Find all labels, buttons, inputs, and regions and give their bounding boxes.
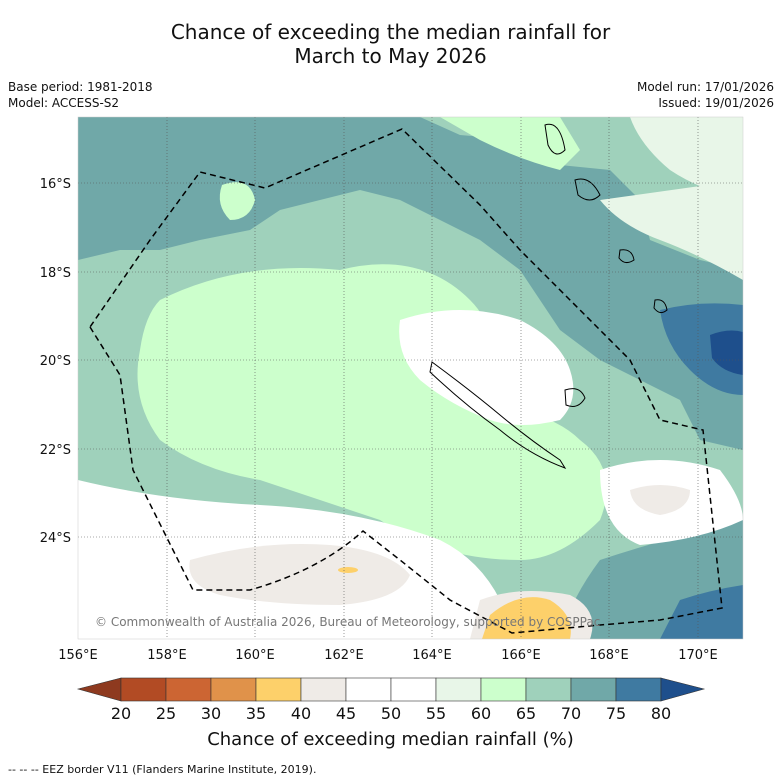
lat-label: 24°S xyxy=(40,531,71,546)
colorbar-swatch xyxy=(120,677,167,702)
lon-label: 162°E xyxy=(324,648,364,663)
colorbar-tick: 30 xyxy=(200,704,222,723)
colorbar-swatch xyxy=(345,677,392,702)
lat-label: 22°S xyxy=(40,443,71,458)
coastline-island xyxy=(653,299,668,314)
lon-label: 160°E xyxy=(235,648,275,663)
colorbar-swatch xyxy=(255,677,302,702)
issued-date: Issued: 19/01/2026 xyxy=(658,96,774,110)
lon-label: 170°E xyxy=(678,648,718,663)
contour-60 xyxy=(137,264,607,560)
contour-55 xyxy=(600,180,743,280)
lon-label: 156°E xyxy=(58,648,98,663)
lon-label: 158°E xyxy=(147,648,187,663)
colorbar-low-extend xyxy=(76,677,122,702)
colorbar-swatch xyxy=(435,677,482,702)
lon-label: 164°E xyxy=(412,648,452,663)
colorbar-swatch xyxy=(480,677,527,702)
colorbar-swatch xyxy=(525,677,572,702)
colorbar-tick: 45 xyxy=(335,704,357,723)
map-title-line1: Chance of exceeding the median rainfall … xyxy=(170,20,611,44)
colorbar-swatch xyxy=(390,677,437,702)
contour-60-north xyxy=(440,117,580,170)
colorbar-tick: 65 xyxy=(515,704,537,723)
colorbar-tick: 40 xyxy=(290,704,312,723)
contour-60-blob xyxy=(219,182,255,220)
contour-50-center xyxy=(399,310,574,425)
colorbar xyxy=(76,677,706,702)
coastline-loyalty xyxy=(564,388,586,407)
coastline-vanuatu xyxy=(544,123,566,155)
colorbar-tick: 55 xyxy=(425,704,447,723)
coastline-vanuatu xyxy=(574,178,601,201)
contour-80 xyxy=(710,330,743,375)
colorbar-tick: 25 xyxy=(155,704,177,723)
eez-footer-note: -- -- -- EEZ border V11 (Flanders Marine… xyxy=(8,763,317,776)
lat-label: 18°S xyxy=(40,266,71,281)
colorbar-swatch xyxy=(300,677,347,702)
base-period: Base period: 1981-2018 xyxy=(8,80,153,94)
eez-border xyxy=(89,128,723,634)
contour-55-ne xyxy=(630,117,743,200)
colorbar-tick: 20 xyxy=(110,704,132,723)
map-frame xyxy=(77,116,744,640)
map-title-line2: March to May 2026 xyxy=(294,44,487,68)
coastline-island xyxy=(618,249,635,264)
colorbar-tick: 50 xyxy=(380,704,402,723)
colorbar-tick: 70 xyxy=(560,704,582,723)
model-run: Model run: 17/01/2026 xyxy=(636,80,774,94)
colorbar-tick: 75 xyxy=(605,704,627,723)
colorbar-tick: 35 xyxy=(245,704,267,723)
colorbar-tick: 80 xyxy=(650,704,672,723)
coastline-grande-terre xyxy=(429,361,567,469)
lat-label: 20°S xyxy=(40,354,71,369)
colorbar-swatch xyxy=(615,677,662,702)
graticule xyxy=(78,117,743,639)
contour-45 xyxy=(189,544,410,605)
colorbar-high-extend xyxy=(660,677,706,702)
colorbar-label: Chance of exceeding median rainfall (%) xyxy=(207,729,574,750)
copyright-notice: © Commonwealth of Australia 2026, Bureau… xyxy=(95,615,600,629)
lon-label: 168°E xyxy=(589,648,629,663)
contour-75 xyxy=(660,303,743,395)
colorbar-swatch xyxy=(570,677,617,702)
lon-label: 166°E xyxy=(501,648,541,663)
lat-label: 16°S xyxy=(40,177,71,192)
colorbar-tick: 60 xyxy=(470,704,492,723)
model-name: Model: ACCESS-S2 xyxy=(8,96,120,110)
contour-45-se xyxy=(630,485,690,515)
map-panel xyxy=(78,117,743,639)
colorbar-swatch xyxy=(165,677,212,702)
contour-40-small xyxy=(338,567,358,573)
colorbar-swatch xyxy=(210,677,257,702)
